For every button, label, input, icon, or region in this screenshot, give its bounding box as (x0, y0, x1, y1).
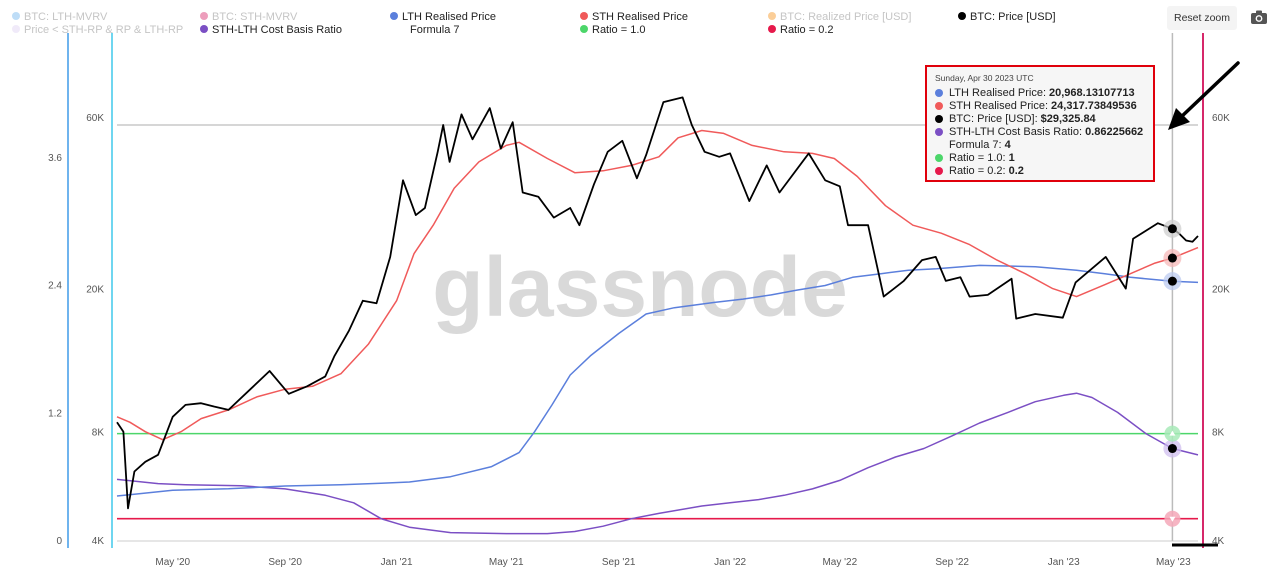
legend-item-sth-lth-cost-basis-ratio[interactable]: STH-LTH Cost Basis Ratio (200, 24, 342, 36)
btc-price-usd-hover-marker (1167, 224, 1177, 234)
legend-swatch (768, 25, 776, 33)
legend-label: STH-LTH Cost Basis Ratio (212, 24, 342, 36)
tooltip-label: STH-LTH Cost Basis Ratio: (949, 125, 1083, 138)
legend-swatch (12, 12, 20, 20)
legend-label: Formula 7 (410, 24, 460, 36)
watermark-logo: glassnode (432, 240, 847, 334)
legend-item-btc-lth-mvrv[interactable]: BTC: LTH-MVRV (12, 11, 108, 23)
legend-swatch (958, 12, 966, 20)
x-tick-label: May '21 (489, 557, 524, 568)
legend-label: BTC: Price [USD] (970, 11, 1056, 23)
tooltip-value: $29,325.84 (1040, 112, 1096, 125)
sth-lth-cost-basis-ratio-hover-marker (1167, 444, 1177, 454)
tooltip-value: 4 (1004, 138, 1011, 151)
lth-realised-price-hover-marker (1167, 276, 1177, 286)
price-tick-label-left: 8K (92, 428, 105, 439)
tooltip-date: Sunday, Apr 30 2023 UTC (935, 73, 1034, 83)
tooltip-row: Formula 7: 4 (935, 138, 1145, 151)
tooltip-value: 20,968.13107713 (1049, 86, 1135, 99)
legend-label: Ratio = 1.0 (592, 24, 646, 36)
x-tick-label: Sep '22 (935, 557, 969, 568)
ratio-tick-label: 2.4 (48, 281, 62, 292)
tooltip-row: LTH Realised Price: 20,968.13107713 (935, 86, 1145, 99)
x-tick-label: May '20 (155, 557, 190, 568)
tooltip-row: STH Realised Price: 24,317.73849536 (935, 99, 1145, 112)
tooltip-value: 1 (1008, 151, 1015, 164)
legend-item-sth-realised-price[interactable]: STH Realised Price (580, 11, 688, 23)
tooltip-series-dot (935, 166, 943, 175)
sth-lth-cost-basis-ratio-line (116, 392, 1199, 535)
tooltip-series-dot (935, 101, 943, 110)
tooltip-row: STH-LTH Cost Basis Ratio: 0.86225662 (935, 125, 1145, 138)
annotation-arrow-shaft (1178, 61, 1240, 120)
tooltip-series-dot (935, 153, 943, 162)
tooltip-label: Ratio = 0.2: (949, 164, 1006, 177)
legend-label: STH Realised Price (592, 11, 688, 23)
price-tick-label-left: 60K (86, 113, 104, 124)
legend-label: BTC: STH-MVRV (212, 11, 298, 23)
ratio-1-0-hover-marker (1169, 430, 1176, 436)
legend-item-ratio-1-0[interactable]: Ratio = 1.0 (580, 24, 646, 36)
legend-item-price-sth-rp-rp-lth-rp[interactable]: Price < STH-RP & RP & LTH-RP (12, 24, 183, 36)
ratio-tick-label: 1.2 (48, 408, 62, 419)
tooltip-row: Ratio = 0.2: 0.2 (935, 164, 1145, 177)
legend-label: BTC: Realized Price [USD] (780, 11, 911, 23)
legend-swatch (390, 12, 398, 20)
legend-item-btc-price-usd[interactable]: BTC: Price [USD] (958, 11, 1056, 23)
sth-realised-price-hover-marker (1167, 253, 1177, 263)
legend-swatch (200, 25, 208, 33)
annotation-arrow-head (1168, 108, 1190, 130)
tooltip-label: BTC: Price [USD]: (949, 112, 1038, 125)
legend-item-btc-sth-mvrv[interactable]: BTC: STH-MVRV (200, 11, 298, 23)
tooltip-row: BTC: Price [USD]: $29,325.84 (935, 112, 1145, 125)
tooltip-value: 24,317.73849536 (1051, 99, 1137, 112)
tooltip-label: STH Realised Price: (949, 99, 1049, 112)
tooltip-label: Ratio = 1.0: (949, 151, 1006, 164)
legend-swatch (580, 25, 588, 33)
x-tick-label: May '23 (1156, 557, 1191, 568)
tooltip-value: 0.2 (1008, 164, 1024, 177)
tooltip-row: Ratio = 1.0: 1 (935, 151, 1145, 164)
legend-swatch (12, 25, 20, 33)
price-tick-label-right: 8K (1212, 428, 1225, 439)
legend-label: Price < STH-RP & RP & LTH-RP (24, 24, 183, 36)
tooltip-value: 0.86225662 (1085, 125, 1144, 138)
legend-label: BTC: LTH-MVRV (24, 11, 108, 23)
x-tick-label: May '22 (822, 557, 857, 568)
legend-item-btc-realized-price-usd[interactable]: BTC: Realized Price [USD] (768, 11, 911, 23)
legend-label: Ratio = 0.2 (780, 24, 834, 36)
hover-tooltip: Sunday, Apr 30 2023 UTC LTH Realised Pri… (925, 65, 1155, 182)
legend-swatch (768, 12, 776, 20)
legend-item-formula-7[interactable]: Formula 7 (410, 24, 460, 36)
lth-realised-price-line (116, 264, 1199, 497)
price-tick-label-left: 4K (92, 536, 105, 547)
legend-swatch (200, 12, 208, 20)
x-tick-label: Jan '22 (714, 557, 746, 568)
camera-icon[interactable] (1250, 9, 1268, 25)
tooltip-label: LTH Realised Price: (949, 86, 1046, 99)
x-tick-label: Jan '21 (381, 557, 413, 568)
ratio-tick-label: 3.6 (48, 153, 62, 164)
btc-price-usd-line (116, 96, 1199, 510)
tooltip-series-dot (935, 114, 943, 123)
price-tick-label-right: 4K (1212, 536, 1225, 547)
x-tick-label: Sep '20 (268, 557, 302, 568)
price-tick-label-right: 60K (1212, 113, 1230, 124)
legend-item-lth-realised-price[interactable]: LTH Realised Price (390, 11, 496, 23)
reset-zoom-button[interactable]: Reset zoom (1167, 6, 1237, 30)
x-tick-label: Sep '21 (602, 557, 636, 568)
price-tick-label-right: 20K (1212, 285, 1230, 296)
legend-item-ratio-0-2[interactable]: Ratio = 0.2 (768, 24, 834, 36)
x-tick-label: Jan '23 (1048, 557, 1080, 568)
tooltip-label: Formula 7: (949, 138, 1002, 151)
legend-label: LTH Realised Price (402, 11, 496, 23)
price-tick-label-left: 20K (86, 285, 104, 296)
legend-swatch (580, 12, 588, 20)
ratio-tick-label: 0 (56, 536, 62, 547)
tooltip-series-dot (935, 127, 943, 136)
ratio-0-2-hover-marker (1169, 516, 1176, 522)
tooltip-series-dot (935, 88, 943, 97)
